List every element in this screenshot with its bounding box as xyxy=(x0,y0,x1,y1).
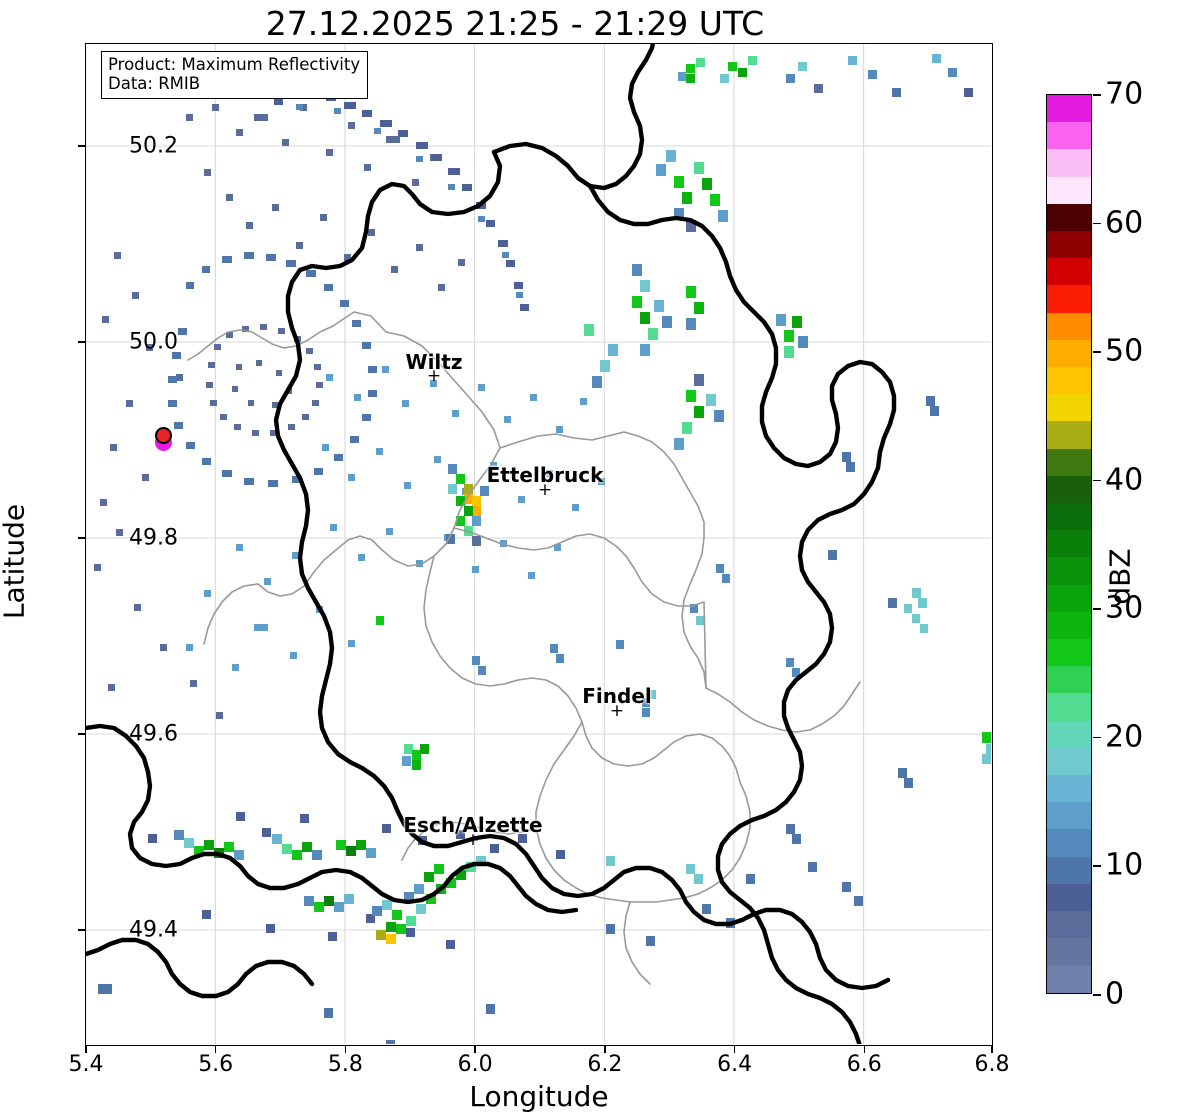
colorbar-band xyxy=(1047,775,1091,803)
national-borders xyxy=(86,44,897,1044)
colorbar-tick-label: 10 xyxy=(1105,847,1144,883)
y-axis-label: Latitude xyxy=(0,503,31,620)
y-tick-label: 49.6 xyxy=(129,721,178,747)
colorbar-tick-label: 0 xyxy=(1105,976,1125,1012)
map-canvas xyxy=(86,44,992,1045)
colorbar-band xyxy=(1047,747,1091,776)
colorbar-tick-label: 50 xyxy=(1105,333,1144,369)
x-tick-label: 6.4 xyxy=(717,1052,753,1077)
city-label-wiltz: Wiltz xyxy=(405,350,463,374)
colorbar-band xyxy=(1047,258,1091,286)
colorbar-band xyxy=(1047,367,1091,395)
colorbar-band xyxy=(1047,883,1091,912)
y-tick-label: 49.8 xyxy=(129,525,178,551)
colorbar-band xyxy=(1047,475,1091,504)
colorbar-band xyxy=(1047,530,1091,558)
radar-echo-pixels xyxy=(94,54,991,1044)
x-tick-label: 6.0 xyxy=(457,1052,493,1077)
colorbar-band xyxy=(1047,122,1091,150)
y-tick-label: 50.0 xyxy=(129,329,178,355)
colorbar-band xyxy=(1047,557,1091,585)
info-data-line: Data: RMIB xyxy=(108,74,201,94)
colorbar-band xyxy=(1047,720,1091,748)
info-product-line: Product: Maximum Reflectivity xyxy=(108,55,361,74)
city-marker-findel: + xyxy=(609,701,625,721)
radar-site-marker xyxy=(155,427,172,444)
x-axis-label: Longitude xyxy=(469,1080,609,1113)
colorbar-tick-label: 70 xyxy=(1105,76,1144,112)
colorbar-band xyxy=(1047,339,1091,368)
colorbar-band xyxy=(1047,911,1091,939)
colorbar-band xyxy=(1047,231,1091,259)
colorbar-band xyxy=(1047,394,1091,422)
info-legend-box: Product: Maximum Reflectivity Data: RMIB xyxy=(101,51,369,99)
colorbar-band xyxy=(1047,965,1091,993)
colorbar-label: dBZ xyxy=(1103,548,1137,605)
colorbar-band xyxy=(1047,149,1091,177)
colorbar-band xyxy=(1047,584,1091,612)
colorbar-band xyxy=(1047,666,1091,694)
city-marker-esch-alzette: + xyxy=(465,830,481,850)
colorbar-tick-label: 40 xyxy=(1105,462,1144,498)
x-tick-label: 6.2 xyxy=(587,1052,623,1077)
city-label-ettelbruck: Ettelbruck xyxy=(486,463,604,487)
map-graphics xyxy=(86,44,991,1044)
y-tick-label: 49.4 xyxy=(129,917,178,943)
colorbar-tick-label: 60 xyxy=(1105,205,1144,241)
colorbar-band xyxy=(1047,448,1091,476)
colorbar-tick-label: 20 xyxy=(1105,719,1144,755)
y-tick-label: 50.2 xyxy=(129,133,178,159)
colorbar-band xyxy=(1047,856,1091,884)
colorbar xyxy=(1046,94,1092,994)
x-tick-label: 5.6 xyxy=(198,1052,234,1077)
colorbar-band xyxy=(1047,829,1091,857)
x-tick-label: 6.8 xyxy=(974,1052,1010,1077)
colorbar-band xyxy=(1047,503,1091,531)
city-marker-ettelbruck: + xyxy=(537,480,553,500)
colorbar-band xyxy=(1047,938,1091,966)
colorbar-band xyxy=(1047,285,1091,313)
colorbar-band xyxy=(1047,95,1091,123)
internal-borders xyxy=(187,311,861,985)
colorbar-band xyxy=(1047,312,1091,340)
colorbar-tick-label: 30 xyxy=(1105,590,1144,626)
x-tick-label: 5.4 xyxy=(68,1052,104,1077)
colorbar-band xyxy=(1047,203,1091,232)
radar-plot-area: Product: Maximum Reflectivity Data: RMIB… xyxy=(85,43,993,1046)
x-tick-label: 5.8 xyxy=(327,1052,363,1077)
colorbar-band xyxy=(1047,802,1091,830)
x-tick-label: 6.6 xyxy=(846,1052,882,1077)
colorbar-band xyxy=(1047,611,1091,640)
colorbar-band xyxy=(1047,421,1091,449)
city-marker-wiltz: + xyxy=(426,366,442,386)
gridlines xyxy=(86,44,991,1044)
page-title: 27.12.2025 21:25 - 21:29 UTC xyxy=(265,4,765,43)
colorbar-band xyxy=(1047,693,1091,721)
colorbar-band xyxy=(1047,176,1091,204)
city-label-findel: Findel xyxy=(582,684,652,708)
colorbar-band xyxy=(1047,639,1091,667)
city-label-esch-alzette: Esch/Alzette xyxy=(403,813,543,837)
